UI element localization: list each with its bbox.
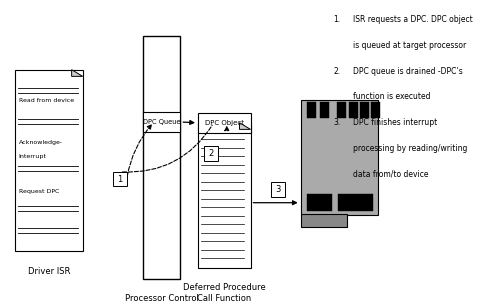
FancyBboxPatch shape [301,100,378,215]
Text: 1.: 1. [333,15,340,24]
Text: function is executed: function is executed [353,92,431,102]
FancyBboxPatch shape [307,102,316,118]
FancyBboxPatch shape [143,36,180,279]
FancyBboxPatch shape [307,194,332,211]
Text: Deferred Procedure
Call Function: Deferred Procedure Call Function [183,283,266,303]
Text: Acknowledge-: Acknowledge- [19,140,63,145]
Text: Read from device: Read from device [19,98,74,103]
Text: ISR requests a DPC. DPC object: ISR requests a DPC. DPC object [353,15,473,24]
Text: Processor Control
Block: Processor Control Block [125,294,198,303]
Text: Interrupt: Interrupt [19,155,47,159]
Text: DPC queue is drained -DPC’s: DPC queue is drained -DPC’s [353,67,463,76]
FancyBboxPatch shape [338,194,373,211]
Text: processing by reading/writing: processing by reading/writing [353,144,467,153]
FancyBboxPatch shape [337,102,346,118]
Text: Driver ISR: Driver ISR [28,267,70,276]
Polygon shape [239,123,250,129]
Text: DPC Object: DPC Object [205,120,243,126]
Text: DPC finishes interrupt: DPC finishes interrupt [353,118,437,127]
Text: 2: 2 [209,149,214,158]
FancyBboxPatch shape [113,172,127,186]
FancyBboxPatch shape [15,70,83,251]
Text: Request DPC: Request DPC [19,189,59,194]
Text: is queued at target processor: is queued at target processor [353,41,466,50]
FancyBboxPatch shape [349,102,358,118]
Text: DPC Queue: DPC Queue [143,119,180,125]
FancyBboxPatch shape [198,123,250,268]
Polygon shape [72,70,83,76]
FancyBboxPatch shape [320,102,329,118]
Text: 1: 1 [117,175,122,184]
FancyBboxPatch shape [371,102,380,118]
FancyBboxPatch shape [204,146,218,161]
Text: 2.: 2. [333,67,340,76]
Text: data from/to device: data from/to device [353,170,429,179]
FancyBboxPatch shape [143,112,180,132]
FancyBboxPatch shape [198,113,250,133]
Text: 3: 3 [275,185,280,194]
FancyBboxPatch shape [271,182,285,197]
FancyBboxPatch shape [301,214,347,227]
Text: 3.: 3. [333,118,340,127]
FancyBboxPatch shape [360,102,369,118]
